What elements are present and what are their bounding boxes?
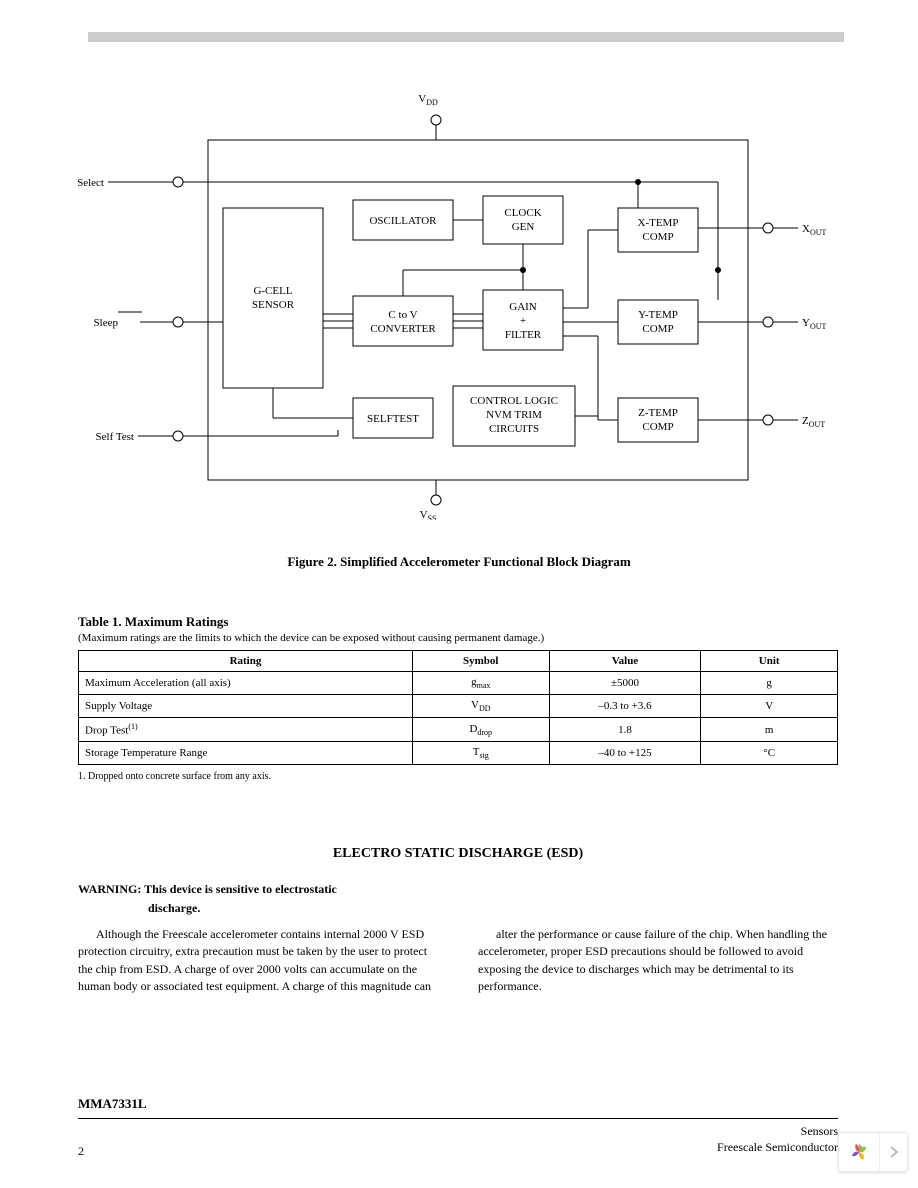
svg-text:YOUT: YOUT (802, 317, 827, 331)
svg-text:FILTER: FILTER (505, 329, 542, 341)
cell-rating: Drop Test(1) (79, 718, 413, 742)
cell-symbol: gmax (412, 672, 549, 695)
svg-text:Y-TEMP: Y-TEMP (638, 309, 678, 321)
part-number: MMA7331L (78, 1096, 147, 1112)
cell-unit: °C (701, 742, 838, 765)
esd-warning-line1: WARNING: This device is sensitive to ele… (78, 882, 838, 897)
cell-unit: V (701, 695, 838, 718)
table-row: Storage Temperature RangeTstg–40 to +125… (79, 742, 838, 765)
cell-value: –0.3 to +3.6 (549, 695, 701, 718)
cell-unit: m (701, 718, 838, 742)
svg-text:VSS: VSS (420, 509, 437, 520)
svg-text:C to V: C to V (388, 309, 417, 321)
page-number: 2 (78, 1144, 84, 1159)
esd-heading: ELECTRO STATIC DISCHARGE (ESD) (78, 846, 838, 862)
svg-text:COMP: COMP (642, 421, 673, 433)
svg-text:CIRCUITS: CIRCUITS (489, 423, 539, 435)
th-value: Value (549, 651, 701, 672)
header-bar (88, 32, 844, 42)
svg-text:CONVERTER: CONVERTER (370, 323, 436, 335)
svg-text:ZOUT: ZOUT (802, 415, 825, 429)
table-row: Maximum Acceleration (all axis)gmax±5000… (79, 672, 838, 695)
ratings-table-section: Table 1. Maximum Ratings (Maximum rating… (78, 614, 838, 782)
svg-text:SENSOR: SENSOR (252, 299, 295, 311)
table-title: Table 1. Maximum Ratings (78, 614, 838, 630)
cell-rating: Supply Voltage (79, 695, 413, 718)
figure-caption: Figure 2. Simplified Accelerometer Funct… (0, 554, 918, 570)
svg-text:GEN: GEN (512, 221, 535, 233)
svg-text:VDD: VDD (418, 93, 438, 107)
table-footnote: 1. Dropped onto concrete surface from an… (78, 771, 838, 782)
th-rating: Rating (79, 651, 413, 672)
viewer-widget[interactable] (838, 1132, 908, 1172)
esd-section: ELECTRO STATIC DISCHARGE (ESD) WARNING: … (78, 846, 838, 996)
cell-value: 1.8 (549, 718, 701, 742)
footer-sensors: Sensors (717, 1124, 838, 1140)
table-row: Supply VoltageVDD–0.3 to +3.6V (79, 695, 838, 718)
ratings-table: Rating Symbol Value Unit Maximum Acceler… (78, 650, 838, 765)
esd-warning-line2: discharge. (148, 901, 838, 916)
viewer-next-button[interactable] (879, 1132, 907, 1172)
cell-rating: Storage Temperature Range (79, 742, 413, 765)
svg-text:NVM TRIM: NVM TRIM (486, 409, 542, 421)
th-symbol: Symbol (412, 651, 549, 672)
svg-text:COMP: COMP (642, 231, 673, 243)
svg-text:XOUT: XOUT (802, 223, 827, 237)
svg-text:X-TEMP: X-TEMP (638, 217, 679, 229)
cell-value: ±5000 (549, 672, 701, 695)
footer-right: Sensors Freescale Semiconductor (717, 1124, 838, 1155)
svg-text:+: + (520, 315, 526, 327)
svg-text:Sleep: Sleep (94, 317, 119, 329)
svg-text:COMP: COMP (642, 323, 673, 335)
svg-text:CONTROL LOGIC: CONTROL LOGIC (470, 395, 558, 407)
table-note: (Maximum ratings are the limits to which… (78, 632, 838, 644)
footer-company: Freescale Semiconductor (717, 1140, 838, 1156)
svg-text:g-Select: g-Select (78, 177, 104, 189)
cell-symbol: VDD (412, 695, 549, 718)
svg-text:GAIN: GAIN (509, 301, 537, 313)
svg-text:OSCILLATOR: OSCILLATOR (369, 215, 437, 227)
footer-rule (78, 1118, 838, 1119)
svg-text:Z-TEMP: Z-TEMP (638, 407, 678, 419)
table-row: Drop Test(1)Ddrop1.8m (79, 718, 838, 742)
esd-column-left: Although the Freescale accelerometer con… (78, 926, 438, 996)
cell-symbol: Ddrop (412, 718, 549, 742)
svg-text:SELFTEST: SELFTEST (367, 413, 419, 425)
svg-text:CLOCK: CLOCK (504, 207, 541, 219)
cell-symbol: Tstg (412, 742, 549, 765)
block-diagram: VDD VSS g-Select Sleep Self Test XOUT (78, 90, 838, 520)
cell-value: –40 to +125 (549, 742, 701, 765)
cell-rating: Maximum Acceleration (all axis) (79, 672, 413, 695)
viewer-logo-icon (839, 1132, 879, 1172)
th-unit: Unit (701, 651, 838, 672)
esd-column-right: alter the performance or cause failure o… (478, 926, 838, 996)
svg-text:Self Test: Self Test (96, 431, 134, 443)
cell-unit: g (701, 672, 838, 695)
svg-text:G-CELL: G-CELL (253, 285, 292, 297)
